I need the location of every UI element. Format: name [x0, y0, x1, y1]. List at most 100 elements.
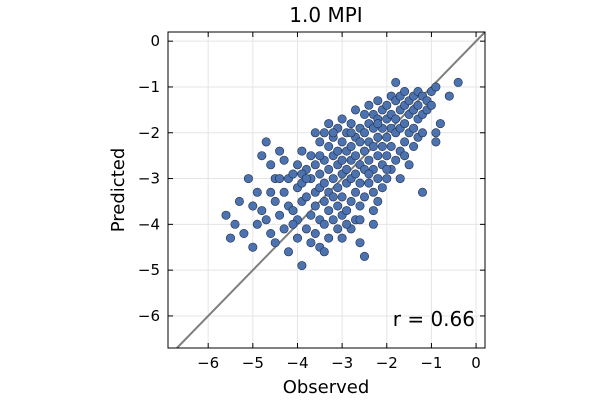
data-point — [297, 261, 307, 271]
data-point — [297, 146, 307, 156]
data-point — [359, 128, 369, 138]
data-point — [306, 151, 316, 161]
data-point — [444, 91, 454, 101]
data-point — [382, 174, 392, 184]
data-point — [373, 96, 383, 106]
data-point — [252, 187, 262, 197]
data-point — [319, 178, 329, 188]
data-point — [328, 128, 338, 138]
data-point — [275, 146, 285, 156]
data-point — [324, 164, 334, 174]
data-point — [359, 251, 369, 261]
data-point — [355, 201, 365, 211]
x-tick-label: −5 — [242, 354, 264, 372]
x-tick-label: −4 — [286, 354, 308, 372]
data-point — [288, 206, 298, 216]
x-tick-label: −2 — [376, 354, 398, 372]
data-point — [324, 119, 334, 129]
data-point — [359, 109, 369, 119]
data-point — [355, 215, 365, 225]
y-tick-label: −6 — [138, 307, 160, 325]
data-point — [431, 137, 441, 147]
x-tick-label: 0 — [471, 354, 481, 372]
data-point — [270, 196, 280, 206]
data-point — [364, 100, 374, 110]
y-tick-label: −2 — [138, 124, 160, 142]
chart-title: 1.0 MPI — [289, 3, 362, 27]
data-point — [391, 77, 401, 87]
data-point — [395, 174, 405, 184]
grid — [168, 32, 485, 348]
data-point — [346, 128, 356, 138]
data-point — [373, 151, 383, 161]
data-point — [400, 87, 410, 97]
x-tick-label: −3 — [331, 354, 353, 372]
y-ticks: 0 −1 −2 −3 −4 −5 −6 — [138, 32, 485, 325]
data-point — [417, 128, 427, 138]
data-point — [252, 219, 262, 229]
data-point — [275, 210, 285, 220]
data-point — [373, 119, 383, 129]
y-axis-label: Predicted — [108, 148, 129, 233]
data-point — [364, 155, 374, 165]
data-point — [333, 146, 343, 156]
data-point — [417, 187, 427, 197]
data-point — [337, 137, 347, 147]
data-point — [324, 233, 334, 243]
data-point — [346, 142, 356, 152]
data-point — [359, 146, 369, 156]
data-point — [301, 174, 311, 184]
data-point — [328, 192, 338, 202]
data-point — [337, 155, 347, 165]
data-point — [337, 192, 347, 202]
data-point — [261, 215, 271, 225]
data-point — [333, 224, 343, 234]
data-point — [342, 164, 352, 174]
data-point — [261, 137, 271, 147]
data-point — [400, 137, 410, 147]
data-point — [377, 142, 387, 152]
y-tick-label: −4 — [138, 215, 160, 233]
data-point — [409, 142, 419, 152]
data-point — [350, 187, 360, 197]
data-point — [324, 206, 334, 216]
data-point — [248, 242, 258, 252]
data-point — [355, 137, 365, 147]
data-point — [319, 196, 329, 206]
data-point — [283, 247, 293, 257]
data-point — [315, 169, 325, 179]
data-point — [319, 219, 329, 229]
data-points — [221, 77, 463, 271]
y-tick-label: −1 — [138, 78, 160, 96]
data-point — [382, 151, 392, 161]
data-point — [400, 151, 410, 161]
data-point — [279, 155, 289, 165]
data-point — [319, 247, 329, 257]
data-point — [257, 151, 267, 161]
data-point — [377, 183, 387, 193]
data-point — [328, 174, 338, 184]
data-point — [359, 192, 369, 202]
data-point — [355, 178, 365, 188]
data-point — [248, 201, 258, 211]
correlation-annotation: r = 0.66 — [393, 307, 475, 331]
data-point — [279, 224, 289, 234]
data-point — [382, 132, 392, 142]
data-point — [239, 229, 249, 239]
data-point — [301, 192, 311, 202]
data-point — [346, 196, 356, 206]
data-point — [310, 160, 320, 170]
data-point — [315, 151, 325, 161]
data-point — [355, 238, 365, 248]
data-point — [226, 233, 236, 243]
data-point — [230, 219, 240, 229]
data-point — [368, 206, 378, 216]
y-tick-label: −3 — [138, 170, 160, 188]
data-point — [333, 183, 343, 193]
data-point — [270, 238, 280, 248]
data-point — [337, 114, 347, 124]
data-point — [368, 219, 378, 229]
data-point — [310, 201, 320, 211]
data-point — [292, 233, 302, 243]
data-point — [234, 196, 244, 206]
